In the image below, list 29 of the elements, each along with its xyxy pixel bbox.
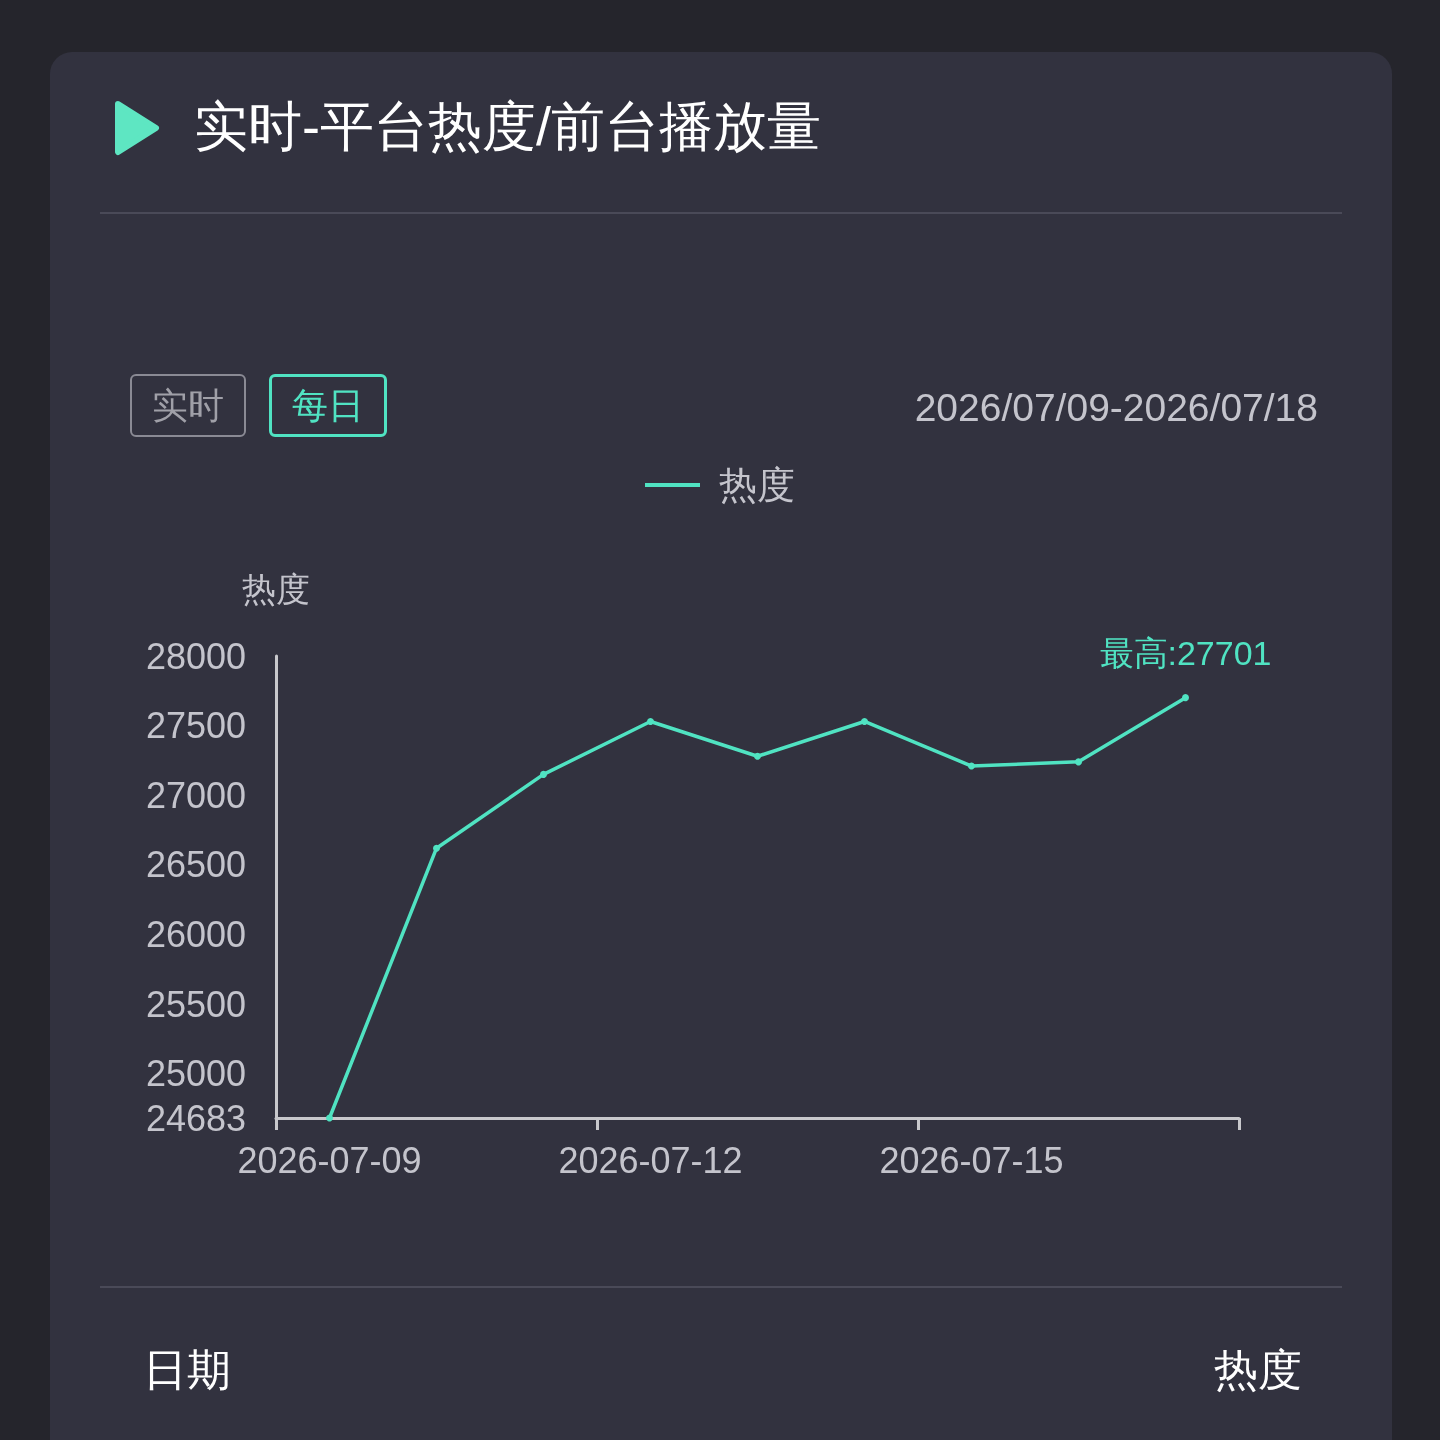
x-tick-label: 2026-07-09 [237, 1139, 422, 1181]
y-tick-label: 26500 [145, 844, 246, 886]
point [968, 762, 975, 770]
annotation: 最高:27701 [1099, 634, 1272, 673]
chart-subtitle: 2026/07/09-2026/07/18 [914, 385, 1318, 431]
y-tick-label: 27500 [145, 705, 246, 747]
y-tick-label: 24683 [145, 1097, 246, 1139]
point [326, 1114, 333, 1122]
text: 实时 [130, 374, 246, 437]
legend-label: 热度 [719, 464, 795, 506]
chart-title: 实时-平台热度/前台播放量 [194, 95, 821, 158]
y-tick-label: 25000 [145, 1053, 246, 1095]
text: 热度 [1214, 1344, 1302, 1396]
point [540, 770, 547, 778]
point [1075, 758, 1082, 766]
point [861, 717, 868, 725]
point [647, 717, 654, 725]
point [754, 752, 761, 760]
x-tick-label: 2026-07-15 [879, 1139, 1064, 1181]
y-tick-label: 26000 [145, 914, 246, 956]
y-tick-label: 28000 [145, 635, 246, 677]
text: 日期 [143, 1344, 231, 1396]
point [1182, 694, 1189, 702]
point [433, 844, 440, 852]
y-axis-title: 热度 [242, 570, 310, 608]
y-tick-label: 25500 [145, 983, 246, 1025]
text: 每日 [269, 374, 387, 437]
y-tick-label: 27000 [145, 774, 246, 816]
x-tick-label: 2026-07-12 [558, 1139, 743, 1181]
